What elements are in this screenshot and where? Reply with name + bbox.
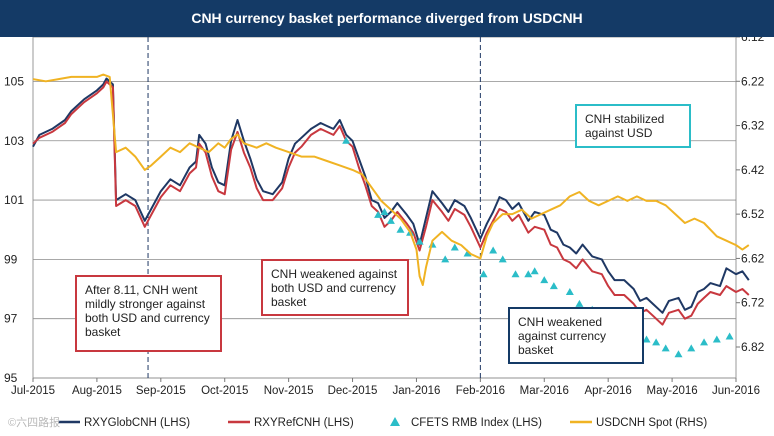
x-tick-label: Dec-2015	[328, 385, 378, 397]
x-tick-label: May-2016	[647, 385, 698, 397]
chart-legend: RXYGlobCNH (LHS) RXYRefCNH (LHS) CFETS RMB…	[58, 417, 707, 429]
annotation-stabilized-usd: CNH stabilized against USD	[575, 104, 691, 148]
rxyglobcnh-line	[32, 77, 750, 314]
legend-label: CFETS RMB Index (LHS)	[411, 417, 542, 429]
y-right-tick-label: 6.42	[741, 163, 765, 177]
cfets-marker	[511, 270, 520, 278]
x-tick-label: Jul-2015	[11, 385, 55, 397]
chart-title: CNH currency basket performance diverged…	[191, 10, 583, 26]
cfets-marker	[674, 350, 683, 358]
cfets-marker	[700, 338, 709, 346]
cfets-marker	[342, 136, 351, 144]
y-left-tick-label: 103	[4, 134, 24, 148]
legend-swatch	[390, 417, 400, 426]
x-tick-label: Aug-2015	[72, 385, 122, 397]
cfets-marker	[725, 332, 734, 340]
cfets-marker	[489, 246, 498, 254]
annotation-weakened-basket: CNH weakened against currency basket	[508, 307, 644, 364]
cfets-marker	[661, 344, 670, 352]
cfets-marker	[479, 270, 488, 278]
annotation-after-811: After 8.11, CNH went mildly stronger aga…	[75, 275, 222, 352]
cfets-marker	[524, 270, 533, 278]
chart-axes: 9597991011031056.126.226.326.426.526.626…	[4, 30, 765, 397]
cfets-marker	[549, 282, 558, 290]
cfets-marker	[386, 216, 395, 224]
y-left-tick-label: 99	[4, 252, 18, 266]
cfets-marker	[374, 210, 383, 218]
y-right-tick-label: 6.72	[741, 296, 765, 310]
cfets-marker	[575, 299, 584, 307]
cfets-marker	[565, 288, 574, 296]
y-right-tick-label: 6.52	[741, 207, 765, 221]
cfets-marker	[498, 255, 507, 263]
cfets-marker	[530, 267, 539, 275]
cfets-marker	[712, 335, 721, 343]
legend-label: USDCNH Spot (RHS)	[596, 417, 707, 429]
x-tick-label: Apr-2016	[585, 385, 632, 397]
y-left-tick-label: 97	[4, 312, 18, 326]
y-right-tick-label: 6.62	[741, 251, 765, 265]
cfets-marker	[415, 237, 424, 245]
x-tick-label: Nov-2015	[264, 385, 314, 397]
legend-label: RXYRefCNH (LHS)	[254, 417, 354, 429]
y-right-tick-label: 6.32	[741, 119, 765, 133]
annotation-weakened-both: CNH weakened against both USD and curren…	[261, 259, 409, 316]
x-tick-label: Feb-2016	[456, 385, 505, 397]
x-tick-label: Jan-2016	[392, 385, 440, 397]
cfets-marker	[380, 207, 389, 215]
cfets-marker	[396, 225, 405, 233]
x-tick-label: Oct-2015	[201, 385, 248, 397]
watermark: ©六四路报	[8, 417, 61, 429]
x-tick-label: Sep-2015	[136, 385, 186, 397]
cfets-marker	[642, 335, 651, 343]
cfets-marker	[441, 255, 450, 263]
y-right-tick-label: 6.82	[741, 340, 765, 354]
cfets-marker	[540, 276, 549, 284]
legend-label: RXYGlobCNH (LHS)	[84, 417, 190, 429]
title-bar	[0, 0, 774, 37]
x-tick-label: Jun-2016	[712, 385, 760, 397]
y-left-tick-label: 105	[4, 74, 24, 88]
y-left-tick-label: 95	[4, 371, 18, 385]
usdcnh-spot-line	[32, 73, 750, 286]
y-left-tick-label: 101	[4, 193, 24, 207]
y-right-tick-label: 6.22	[741, 74, 765, 88]
cfets-marker	[450, 243, 459, 251]
cfets-marker	[652, 338, 661, 346]
cfets-marker	[687, 344, 696, 352]
cfets-marker	[463, 249, 472, 257]
x-tick-label: Mar-2016	[520, 385, 569, 397]
